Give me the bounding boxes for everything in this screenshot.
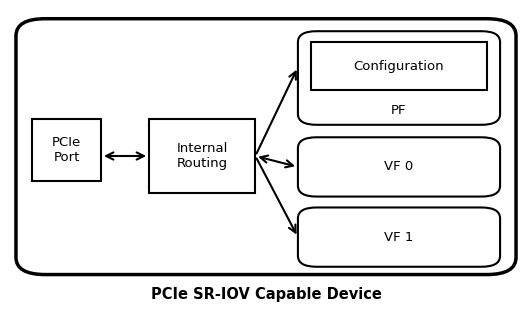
FancyBboxPatch shape bbox=[16, 19, 516, 275]
Text: Configuration: Configuration bbox=[354, 60, 444, 73]
Text: PCIe
Port: PCIe Port bbox=[52, 136, 81, 164]
FancyBboxPatch shape bbox=[298, 31, 500, 125]
Bar bbox=[32, 119, 101, 181]
Text: Internal
Routing: Internal Routing bbox=[177, 142, 228, 170]
Bar bbox=[311, 42, 487, 90]
Text: PF: PF bbox=[391, 104, 407, 117]
Text: VF 1: VF 1 bbox=[384, 231, 414, 244]
Bar bbox=[149, 119, 255, 193]
FancyBboxPatch shape bbox=[298, 137, 500, 197]
FancyBboxPatch shape bbox=[298, 207, 500, 267]
Text: VF 0: VF 0 bbox=[385, 160, 413, 173]
Text: PCIe SR-IOV Capable Device: PCIe SR-IOV Capable Device bbox=[151, 287, 381, 302]
